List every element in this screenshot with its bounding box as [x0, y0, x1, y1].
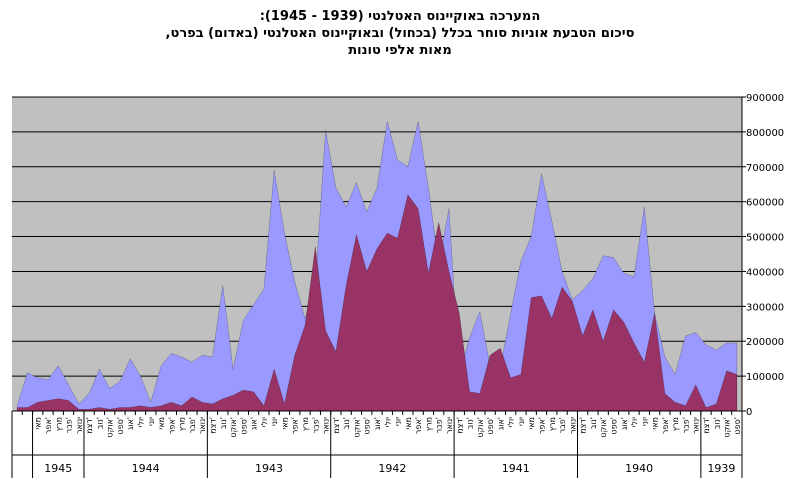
x-tick-label: אפר' [414, 417, 423, 434]
x-tick-label: אפר' [167, 417, 176, 434]
x-tick-label: ינואר [692, 417, 701, 434]
x-tick-label: אוג' [373, 417, 382, 430]
x-tick-label: דצמ' [332, 417, 341, 434]
x-tick-label: אפר' [538, 417, 547, 434]
y-tick-label: 600000 [746, 198, 784, 209]
x-tick-label: פבר' [435, 417, 444, 433]
x-tick-label: אוקט' [476, 417, 485, 438]
x-tick-label: מרץ [178, 417, 187, 431]
x-tick-label: דצמ' [702, 417, 711, 434]
x-tick-label: אוקט' [106, 417, 115, 438]
y-tick-label: 800000 [746, 128, 784, 139]
x-tick-label: יוני [394, 417, 403, 426]
x-tick-label: אוג' [496, 417, 505, 430]
y-tick-label: 200000 [746, 337, 784, 348]
x-tick-label: ספט' [239, 417, 248, 435]
x-tick-label: ספט' [363, 417, 372, 435]
y-tick-label: 100000 [746, 372, 784, 383]
x-tick-label: מרץ [548, 417, 557, 431]
x-tick-label: אוג' [126, 417, 135, 430]
x-tick-label: יולי [507, 417, 516, 428]
x-tick-label: יוני [517, 417, 526, 426]
x-tick-label: פבר' [311, 417, 320, 433]
x-tick-label: אפר' [661, 417, 670, 434]
series-area-2 [16, 194, 738, 412]
x-tick-label: מרץ [301, 417, 310, 431]
x-tick-label: מאי [157, 417, 166, 430]
x-tick-label: אפר' [291, 417, 300, 434]
x-tick-label: יוני [147, 417, 156, 426]
x-tick-label: אוקט' [723, 417, 732, 438]
x-tick-label: אוקט' [352, 417, 361, 438]
x-tick-label: אוג' [250, 417, 259, 430]
x-tick-label: יולי [630, 417, 639, 428]
y-tick-label: 700000 [746, 163, 784, 174]
x-tick-label: ינואר [198, 417, 207, 434]
year-label: 1939 [707, 462, 735, 475]
x-tick-label: פבר' [681, 417, 690, 433]
x-tick-label: דצמ' [85, 417, 94, 434]
x-tick-label: דצמ' [208, 417, 217, 434]
x-tick-label: מרץ [424, 417, 433, 431]
y-tick-label: 400000 [746, 267, 784, 278]
year-label: 1944 [132, 462, 160, 475]
y-tick-label: 500000 [746, 233, 784, 244]
x-tick-label: מאי [280, 417, 289, 430]
x-tick-label: אוקט' [599, 417, 608, 438]
y-tick-label: 0 [746, 407, 752, 418]
x-tick-label: ספט' [116, 417, 125, 435]
x-tick-label: ינואר [445, 417, 454, 434]
x-tick-label: פבר' [188, 417, 197, 433]
x-tick-label: מאי [404, 417, 413, 430]
x-tick-label: אוג' [620, 417, 629, 430]
x-tick-label: יולי [383, 417, 392, 428]
x-tick-label: אפר' [44, 417, 53, 434]
x-tick-label: מרץ [54, 417, 63, 431]
x-tick-label: דצמ' [455, 417, 464, 434]
x-tick-label: ינואר [322, 417, 331, 434]
x-tick-label: אוקט' [229, 417, 238, 438]
x-tick-label: ספט' [486, 417, 495, 435]
x-tick-label: מאי [527, 417, 536, 430]
x-tick-label: נוב' [95, 417, 104, 429]
x-tick-label: ספט' [609, 417, 618, 435]
x-tick-label: פבר' [65, 417, 74, 433]
year-label: 1941 [502, 462, 530, 475]
chart-title-line-3: מאות אלפי טונות [348, 43, 452, 58]
x-tick-label: ינואר [568, 417, 577, 434]
x-tick-label: מאי [651, 417, 660, 430]
y-tick-label: 900000 [746, 93, 784, 104]
x-tick-label: נוב' [712, 417, 721, 429]
year-label: 1943 [255, 462, 283, 475]
year-label: 1945 [44, 462, 72, 475]
x-tick-label: יולי [260, 417, 269, 428]
x-tick-label: מרץ [671, 417, 680, 431]
x-tick-label: פבר' [558, 417, 567, 433]
x-tick-label: מאי [34, 417, 43, 430]
chart-title-line-2: סיכום הטבעת אוניות סוחר בכלל (בכחול) ובא… [165, 26, 635, 41]
year-label: 1940 [625, 462, 653, 475]
x-tick-label: ינואר [75, 417, 84, 434]
x-tick-label: יוני [640, 417, 649, 426]
x-tick-label: נוב' [589, 417, 598, 429]
x-tick-label: נוב' [342, 417, 351, 429]
year-label: 1942 [378, 462, 406, 475]
x-tick-label: ספט' [733, 417, 742, 435]
chart-title-line-1: המערכה באוקיינוס האטלנטי (1939 - 1945): [259, 9, 541, 24]
x-tick-label: דצמ' [579, 417, 588, 434]
x-tick-label: נוב' [466, 417, 475, 429]
y-tick-label: 300000 [746, 302, 784, 313]
x-tick-label: נוב' [219, 417, 228, 429]
chart-title: המערכה באוקיינוס האטלנטי (1939 - 1945): … [0, 8, 800, 59]
x-tick-label: יולי [137, 417, 146, 428]
x-tick-label: יוני [270, 417, 279, 426]
